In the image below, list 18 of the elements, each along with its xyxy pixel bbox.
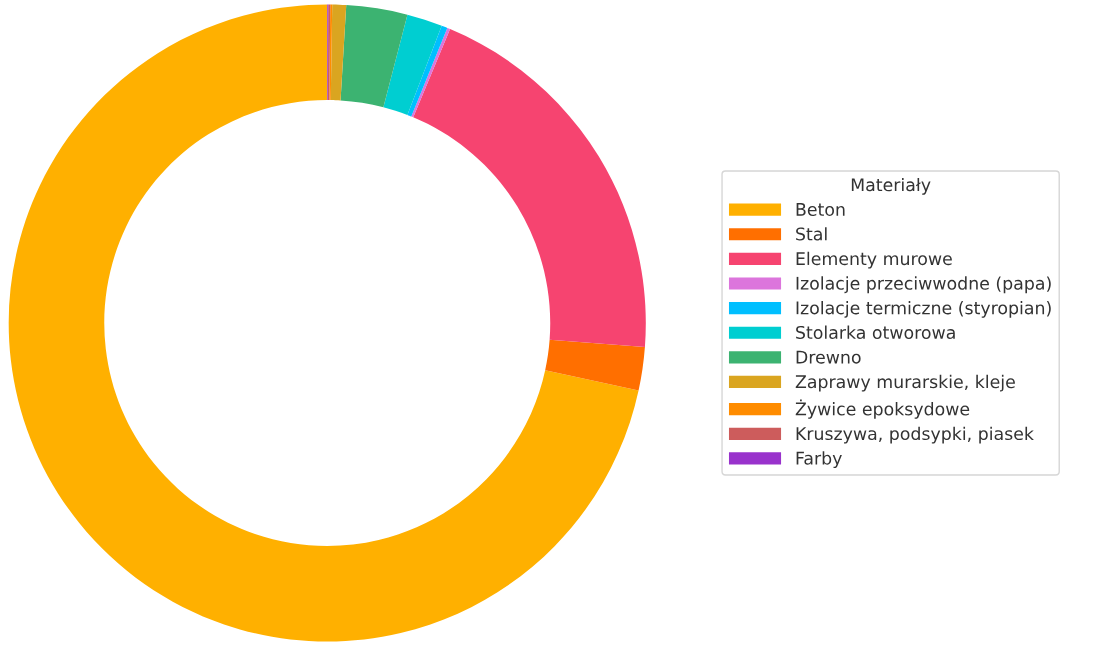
- legend-label: Farby: [796, 451, 842, 469]
- legend-label: Stal: [796, 227, 827, 241]
- donut-slice: [340, 5, 408, 108]
- legend-label: Kruszywa, podsypki, piasek: [796, 426, 1034, 444]
- donut-slice: [413, 29, 646, 347]
- donut-slice: [8, 4, 639, 642]
- donut-slice: [545, 339, 645, 391]
- legend-label: Zaprawy murarskie, kleje: [795, 374, 1015, 392]
- legend-label: Beton: [796, 203, 845, 216]
- legend-label: Stolarka otworowa: [796, 325, 955, 340]
- donut-slice: [330, 4, 347, 101]
- legend-label: Drewno: [796, 350, 861, 364]
- legend-label: Żywice epoksydowe: [795, 399, 970, 419]
- legend-label: Elementy murowe: [796, 251, 952, 269]
- legend-title: Materiały: [851, 177, 931, 195]
- legend-label: Izolacje przeciwwodne (papa): [796, 276, 1051, 294]
- donut-slice: [383, 14, 442, 115]
- legend-label: Izolacje termiczne (styropian): [796, 300, 1051, 318]
